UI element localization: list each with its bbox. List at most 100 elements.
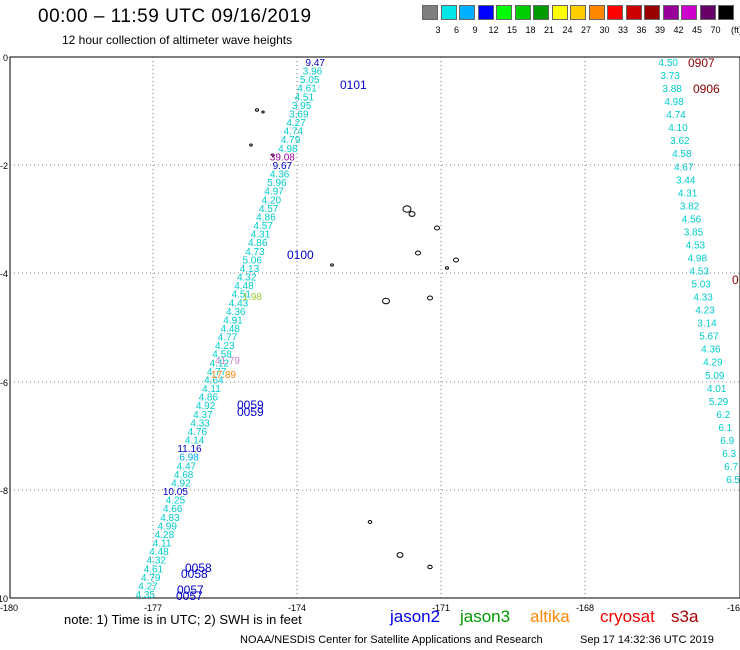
legend-swatch (681, 5, 697, 20)
island-outline (408, 211, 416, 217)
legend-swatch (570, 5, 586, 20)
legend-swatch (607, 5, 623, 20)
track-b-swh-label: 4.98 (688, 253, 708, 264)
track-a-swh-label: 4.83 (160, 513, 180, 524)
legend-label: 70 (710, 25, 721, 35)
legend-label: 3 (435, 25, 441, 35)
track-a-swh-label: 4.79 (141, 573, 161, 584)
legend-label: 24 (562, 25, 573, 35)
track-b-swh-label: 4.01 (707, 384, 727, 395)
track-b-swh-label: 3.14 (697, 319, 717, 330)
track-b-swh-label: 6.3 (722, 449, 736, 460)
track-a-swh-label: 3.96 (303, 67, 323, 78)
track-b-swh-label: 3.82 (680, 201, 700, 212)
track-a-swh-label: 5.96 (267, 178, 287, 189)
track-a-swh-label: 4.98 (278, 144, 298, 155)
lat-tick-label: -4 (0, 269, 8, 279)
track-a-swh-label: 4.48 (234, 281, 254, 292)
track-a-swh-label: 4.43 (229, 298, 249, 309)
legend-label: 9 (472, 25, 478, 35)
track-a-swh-label: 4.25 (166, 496, 186, 507)
track-a-swh-label: 4.66 (163, 504, 183, 515)
island-outlines (249, 108, 459, 570)
lon-tick-label: -16 (727, 603, 740, 613)
legend-swatch (644, 5, 660, 20)
legend-swatch (533, 5, 549, 20)
legend-label: 12 (488, 25, 499, 35)
generation-timestamp: Sep 17 14:32:36 UTC 2019 (580, 634, 714, 646)
track-b-time-label: 0907 (688, 56, 715, 70)
track-a-swh-label: 4.12 (210, 358, 230, 369)
legend-label: 33 (617, 25, 628, 35)
track-b-swh-label: 4.67 (674, 162, 694, 173)
track-a-swh-label: 3.95 (292, 101, 312, 112)
track-b-swh-label: 5.03 (691, 280, 711, 291)
track-b-swh-label: 3.62 (670, 136, 690, 147)
track-a-highlight-label: 17.89 (211, 370, 236, 381)
track-a-swh-label: 4.27 (138, 581, 158, 592)
track-b-swh-label: 4.50 (659, 58, 679, 69)
legend-label: 27 (580, 25, 591, 35)
track-a-swh-label: 4.91 (223, 315, 243, 326)
track-a-swh-label: 4.92 (171, 478, 191, 489)
track-a-swh-label: 9.67 (273, 161, 293, 172)
track-b-swh-label: 3.73 (660, 71, 680, 82)
track-b-time-label: 0 (732, 273, 739, 287)
legend-label: 39 (654, 25, 665, 35)
track-a-swh-label: 4.11 (202, 384, 221, 395)
island-outline (434, 225, 440, 231)
island-outline (453, 257, 459, 263)
legend-swatch (477, 5, 494, 20)
track-a-swh-label: 4.20 (262, 195, 282, 206)
track-b-swh-label: 4.58 (672, 149, 692, 160)
legend-swatch (440, 5, 457, 20)
satellite-altika: altika (530, 607, 570, 626)
track-a-swh-label: 11.16 (177, 444, 202, 455)
track-a-swh-label: 4.61 (144, 564, 164, 575)
track-a-swh-label: 4.86 (199, 393, 219, 404)
island-outline (271, 153, 275, 157)
track-a-swh-label: 4.68 (174, 470, 194, 481)
footer-note: note: 1) Time is in UTC; 2) SWH is in fe… (64, 612, 302, 627)
track-a-swh-label: 4.48 (149, 547, 169, 558)
lon-tick-label: -177 (144, 603, 162, 613)
island-outline (367, 520, 373, 524)
track-a-highlight-label: 1.98 (243, 292, 263, 303)
lat-tick-label: -10 (0, 594, 8, 604)
track-a-swh-label: 4.57 (253, 221, 273, 232)
track-a-swh-label: 9.47 (306, 58, 326, 69)
track-b-swh-label: 3.85 (684, 227, 704, 238)
legend-label: 21 (543, 25, 554, 35)
legend-label: 45 (691, 25, 702, 35)
satellite-jason2: jason2 (390, 607, 441, 626)
track-a-time-label: 0058 (181, 567, 208, 581)
legend-swatch (459, 5, 475, 20)
lat-tick-label: -6 (0, 378, 8, 388)
legend-swatch (699, 5, 716, 20)
legend-label: 36 (636, 25, 647, 35)
track-a-swh-label: 4.33 (190, 418, 210, 429)
axis-tick-labels: 0 -2 -4 -6 -8 -10-180 -177 -174 -171 -168 -16 (0, 53, 740, 613)
lon-tick-label: -180 (0, 603, 18, 613)
track-a-swh-label: 4.76 (188, 427, 208, 438)
track-a-swh-label: 4.97 (264, 187, 284, 198)
track-b-time-label: 0906 (693, 82, 720, 96)
page-subtitle: 12 hour collection of altimeter wave hei… (62, 33, 293, 47)
track-b-labels: 4.50 3.73 3.88 4.98 4.74 4.10 3.62 4.58 4.67 3.44… (659, 56, 740, 486)
map-grid (9, 56, 740, 599)
track-b-swh-label: 6.1 (718, 423, 732, 434)
legend-label: 6 (453, 25, 459, 35)
track-a-swh-label: 4.61 (297, 84, 317, 95)
track-b-swh-label: 5.29 (709, 397, 729, 408)
track-b-swh-label: 5.09 (705, 371, 725, 382)
island-outline (396, 552, 404, 558)
track-a-time-label: 0101 (340, 78, 367, 92)
track-a-time-label: 0100 (287, 248, 314, 262)
track-a-swh-label: 4.36 (270, 170, 290, 181)
track-a-swh-label: 4.27 (286, 118, 306, 129)
track-a-swh-label: 4.13 (240, 264, 260, 275)
track-a-swh-label: 4.32 (237, 273, 257, 284)
track-b-swh-label: 6.2 (716, 410, 730, 421)
island-outline (255, 108, 259, 112)
track-b-swh-label: 3.44 (676, 175, 696, 186)
